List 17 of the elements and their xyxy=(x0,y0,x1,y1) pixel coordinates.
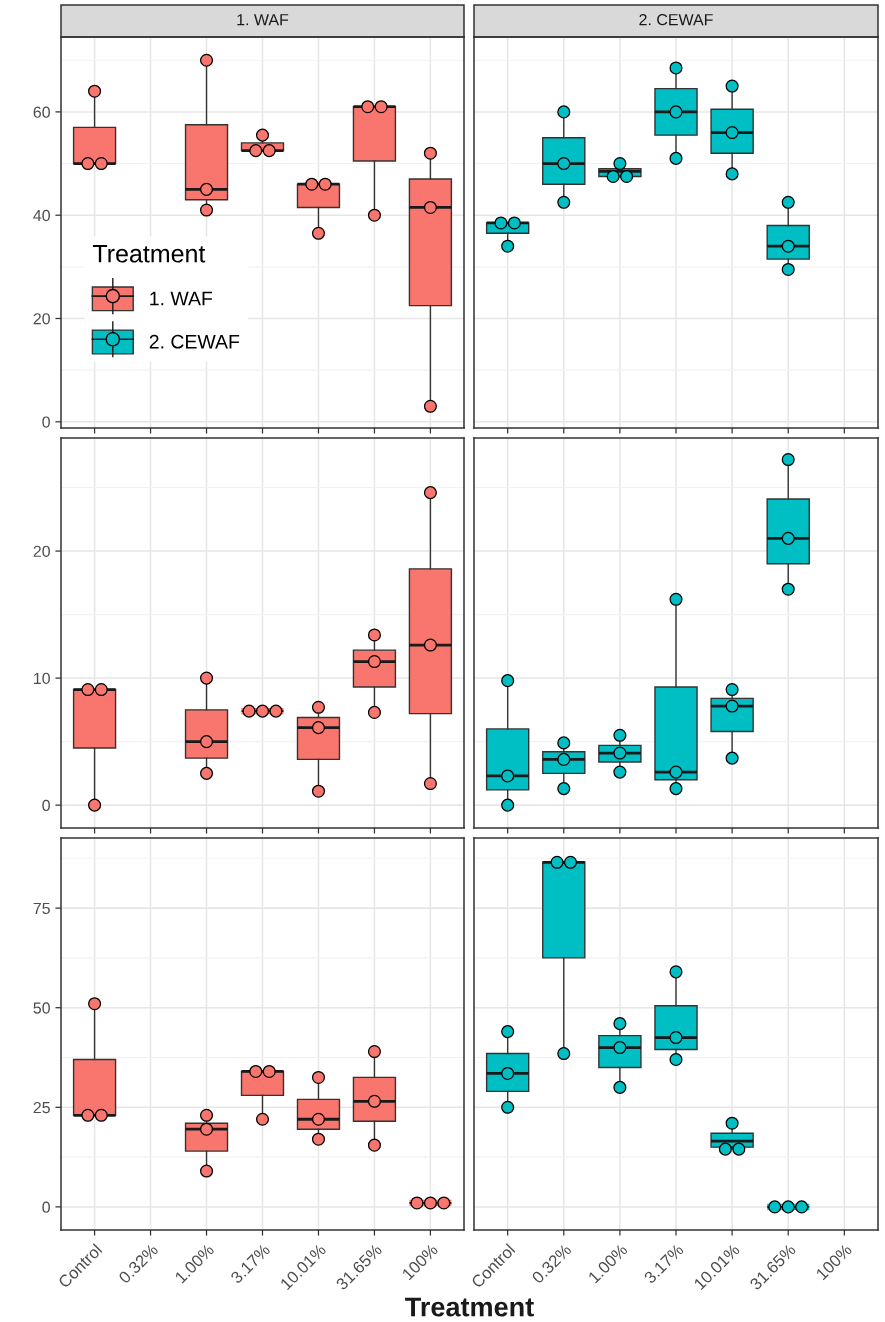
y-tick-label: 0 xyxy=(42,799,50,812)
y-tick-label: 40 xyxy=(33,209,50,222)
y-tick-label: 0 xyxy=(42,1201,50,1213)
y-tick-label: 0 xyxy=(42,416,50,428)
chart-title: 1. WAF xyxy=(237,14,289,26)
x-axis-title: Treatment xyxy=(405,1297,534,1317)
chart-title: 2. CEWAF xyxy=(639,13,713,26)
y-tick-label: 10 xyxy=(34,672,50,685)
y-tick-label: 75 xyxy=(33,902,50,915)
legend-label: 1. WAF xyxy=(150,291,213,306)
y-tick-label: 60 xyxy=(33,106,50,118)
y-tick-label: 20 xyxy=(33,313,50,325)
legend-title: Treatment xyxy=(92,245,206,263)
y-tick-label: 50 xyxy=(33,1002,50,1014)
y-tick-label: 25 xyxy=(33,1101,50,1114)
legend-label: 2. CEWAF xyxy=(149,334,240,349)
y-tick-label: 20 xyxy=(33,545,50,558)
